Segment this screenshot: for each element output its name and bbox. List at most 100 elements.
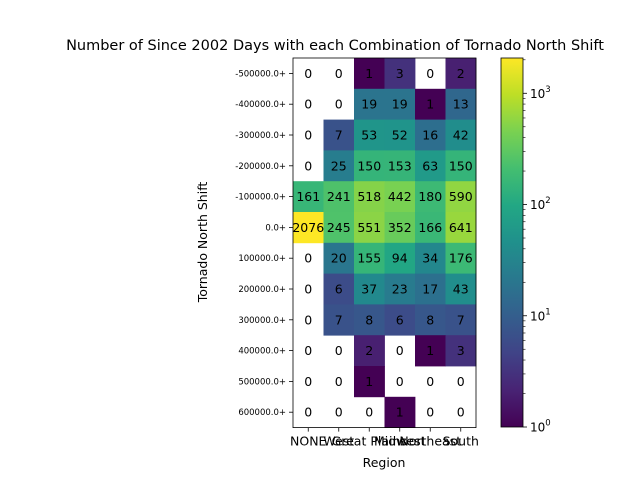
heatmap-cell — [354, 150, 385, 182]
cell-value-label: 63 — [422, 158, 438, 173]
heatmap-cell — [354, 304, 385, 336]
heatmap-cell — [323, 304, 355, 336]
cell-value-label: 3 — [457, 343, 465, 358]
heatmap-cell — [354, 119, 385, 151]
heatmap-cell — [384, 304, 416, 336]
y-tick-label: 0.0+ — [265, 223, 286, 233]
heatmap-cell — [445, 58, 477, 90]
cell-value-label: 8 — [426, 312, 434, 327]
cell-value-label: 34 — [422, 251, 438, 266]
cell-value-label: 176 — [449, 251, 473, 266]
heatmap-cell — [323, 212, 355, 244]
cell-value-label: 25 — [331, 158, 347, 173]
heatmap-cell — [445, 242, 477, 274]
y-tick-label: 200000.0+ — [238, 285, 286, 295]
heatmap-cell — [293, 181, 324, 213]
cell-value-label: 150 — [357, 158, 381, 173]
heatmap-cell — [445, 212, 477, 244]
heatmap-cell — [323, 119, 355, 151]
heatmap-cell — [384, 242, 416, 274]
plot-area: 0 0 1 3 0 20 0 19 19 1 130 7 53 52 16 420 25 150 153 63 1501… — [292, 57, 477, 429]
cell-value-label: 0 — [304, 282, 312, 297]
y-tick-label: 400000.0+ — [238, 347, 286, 357]
cell-value-label: 0 — [304, 251, 312, 266]
heatmap-cell — [445, 150, 477, 182]
x-tick-label: South — [443, 434, 479, 449]
cell-value-label: 1 — [426, 343, 434, 358]
cell-value-label: 0 — [396, 343, 404, 358]
heatmap-cell — [354, 366, 385, 398]
heatmap-cell — [445, 88, 477, 120]
cell-value-label: 0 — [304, 405, 312, 420]
cell-value-label: 6 — [335, 282, 343, 297]
colorbar-tick-label: 103 — [530, 85, 551, 101]
heatmap-cell — [323, 242, 355, 274]
cell-value-label: 19 — [361, 97, 377, 112]
heatmap-cell — [415, 304, 446, 336]
y-tick-labels: -500000.0+ -400000.0+ -300000.0+ -200000.0+… — [235, 69, 293, 418]
heatmap-cell — [354, 242, 385, 274]
y-tick-label: 500000.0+ — [238, 377, 286, 387]
y-tick-label: -200000.0+ — [235, 162, 286, 172]
heatmap-cell — [384, 58, 416, 90]
cell-value-label: 0 — [457, 405, 465, 420]
cell-value-label: 0 — [335, 343, 343, 358]
heatmap-cell — [445, 119, 477, 151]
cell-value-label: 2 — [365, 343, 373, 358]
cell-value-label: 0 — [335, 97, 343, 112]
heatmap-cell — [415, 335, 446, 367]
colorbar-tick-label: 100 — [530, 419, 551, 435]
cell-value-label: 17 — [422, 282, 438, 297]
cell-value-label: 180 — [418, 189, 442, 204]
heatmap-cell — [415, 242, 446, 274]
heatmap-cell — [293, 212, 324, 244]
heatmap-cell — [384, 273, 416, 305]
cell-value-label: 352 — [388, 220, 412, 235]
cell-value-label: 94 — [392, 251, 408, 266]
cell-value-label: 0 — [457, 374, 465, 389]
cell-value-label: 0 — [304, 158, 312, 173]
cell-value-label: 241 — [327, 189, 351, 204]
heatmap-cell — [415, 181, 446, 213]
cell-value-label: 245 — [327, 220, 351, 235]
cell-value-label: 166 — [418, 220, 442, 235]
x-tick-label: NONE — [290, 434, 327, 449]
cell-value-label: 3 — [396, 66, 404, 81]
heatmap-cell — [384, 119, 416, 151]
heatmap-cell — [354, 212, 385, 244]
cell-value-label: 518 — [357, 189, 381, 204]
cell-value-label: 52 — [392, 128, 408, 143]
cell-value-label: 23 — [392, 282, 408, 297]
cell-value-label: 0 — [396, 374, 404, 389]
heatmap-cell — [384, 212, 416, 244]
cell-value-label: 7 — [335, 128, 343, 143]
heatmap-cell — [445, 304, 477, 336]
x-tick-label: West — [323, 434, 354, 449]
x-tick-label: Northeast — [399, 434, 461, 449]
cell-value-label: 8 — [365, 312, 373, 327]
cell-value-label: 0 — [426, 374, 434, 389]
cell-value-label: 20 — [331, 251, 347, 266]
y-tick-label: -100000.0+ — [235, 193, 286, 203]
colorbar-tick-label: 102 — [530, 196, 551, 212]
heatmap-cell — [354, 335, 385, 367]
heatmap-cell — [384, 396, 416, 428]
cell-value-label: 641 — [449, 220, 473, 235]
cell-value-label: 150 — [449, 158, 473, 173]
cell-value-label: 590 — [449, 189, 473, 204]
heatmap-cell — [384, 88, 416, 120]
cell-value-label: 53 — [361, 128, 377, 143]
cell-value-label: 0 — [304, 374, 312, 389]
heatmap-cell — [445, 181, 477, 213]
cell-value-label: 0 — [426, 66, 434, 81]
heatmap-cell — [354, 181, 385, 213]
chart-title: Number of Since 2002 Days with each Comb… — [66, 38, 604, 54]
heatmap-cell — [415, 88, 446, 120]
y-axis-label: Tornado North Shift — [195, 182, 210, 304]
y-tick-label: 300000.0+ — [238, 316, 286, 326]
heatmap-cell — [415, 150, 446, 182]
cell-value-label: 0 — [304, 312, 312, 327]
heatmap-cell — [323, 150, 355, 182]
x-tick-label: Great Plains — [332, 434, 407, 449]
